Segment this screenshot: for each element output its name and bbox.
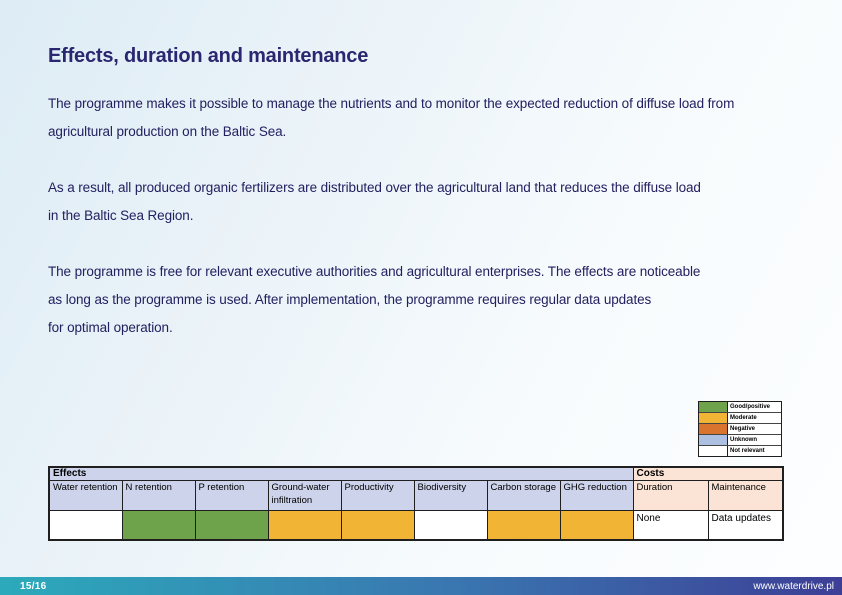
rating-cell-ghg-reduction — [559, 509, 634, 541]
table-group-effects: Effects — [48, 466, 634, 481]
column-header-carbon-storage: Carbon storage — [486, 479, 561, 511]
table-header-row: Water retention N retention P retention Gro… — [48, 479, 784, 511]
column-header-water-retention: Water retention — [48, 479, 123, 511]
legend-color-swatch — [699, 435, 728, 445]
column-header-maintenance: Maintenance — [707, 479, 784, 511]
body-paragraph: The programme makes it possible to manag… — [48, 96, 735, 139]
column-header-ground-water-infiltration: Ground-water infiltration — [267, 479, 342, 511]
legend-color-swatch — [699, 446, 728, 456]
body-paragraph: As a result, all produced organic fertil… — [48, 180, 701, 223]
page-number: 15/16 — [20, 580, 47, 592]
legend-label: Moderate — [730, 415, 757, 421]
legend-row: Not relevant — [699, 445, 781, 456]
website-link[interactable]: www.waterdrive.pl — [753, 580, 834, 592]
legend-row: Negative — [699, 423, 781, 434]
footer-bar: 15/16 www.waterdrive.pl — [0, 577, 842, 595]
legend-label: Unknown — [730, 437, 757, 443]
column-header-ghg-reduction: GHG reduction — [559, 479, 634, 511]
effects-costs-table: Effects Costs Water retention N retention P… — [48, 466, 784, 541]
rating-cell-ground-water-infiltration — [267, 509, 342, 541]
legend-label: Good/positive — [730, 404, 771, 410]
table-data-row: None Data updates — [48, 509, 784, 541]
rating-cell-carbon-storage — [486, 509, 561, 541]
legend-row: Good/positive — [699, 402, 781, 412]
table-group-costs: Costs — [632, 466, 784, 481]
column-header-biodiversity: Biodiversity — [413, 479, 488, 511]
cost-value-cell-maintenance: Data updates — [707, 509, 784, 541]
legend-row: Unknown — [699, 434, 781, 445]
rating-cell-p-retention — [194, 509, 269, 541]
rating-cell-water-retention — [48, 509, 123, 541]
column-header-productivity: Productivity — [340, 479, 415, 511]
cost-value-cell-duration: None — [632, 509, 709, 541]
table-group-row: Effects Costs — [48, 466, 784, 481]
rating-cell-biodiversity — [413, 509, 488, 541]
page-title: Effects, duration and maintenance — [48, 45, 369, 67]
column-header-p-retention: P retention — [194, 479, 269, 511]
rating-legend: Good/positive Moderate Negative Unknown Not … — [698, 401, 782, 457]
body-text: The programme makes it possible to manag… — [48, 90, 788, 370]
legend-color-swatch — [699, 413, 728, 423]
column-header-n-retention: N retention — [121, 479, 196, 511]
rating-cell-n-retention — [121, 509, 196, 541]
legend-color-swatch — [699, 402, 728, 412]
rating-cell-productivity — [340, 509, 415, 541]
body-paragraph: The programme is free for relevant execu… — [48, 264, 701, 335]
column-header-duration: Duration — [632, 479, 709, 511]
legend-label: Not relevant — [730, 448, 765, 454]
legend-row: Moderate — [699, 412, 781, 423]
legend-label: Negative — [730, 426, 756, 432]
legend-color-swatch — [699, 424, 728, 434]
